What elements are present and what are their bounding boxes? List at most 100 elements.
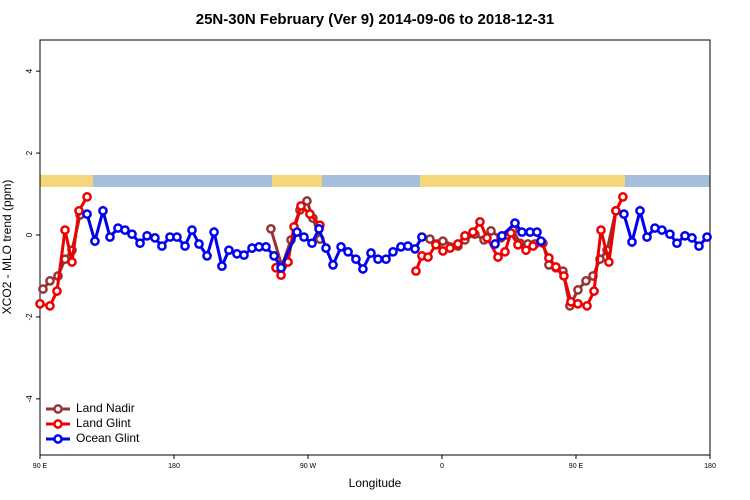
data-point — [486, 226, 496, 236]
x-axis-label: Longitude — [349, 476, 402, 490]
data-point — [589, 286, 599, 296]
data-point — [573, 285, 583, 295]
data-point — [672, 238, 682, 249]
data-point — [321, 243, 331, 253]
data-point — [544, 253, 554, 263]
data-point — [657, 225, 667, 235]
data-point — [388, 246, 398, 257]
x-tick-label: 90 W — [300, 463, 317, 470]
data-point — [445, 243, 455, 253]
legend-marker — [53, 434, 63, 444]
plot-frame — [39, 39, 711, 456]
data-point — [532, 227, 542, 237]
data-point — [292, 227, 302, 237]
data-point — [521, 245, 531, 256]
data-point — [105, 232, 115, 242]
data-point — [438, 236, 448, 247]
data-point — [513, 239, 523, 250]
x-tick-label: 0 — [440, 463, 444, 470]
data-point — [425, 234, 435, 244]
data-point — [410, 244, 420, 254]
data-point — [490, 239, 500, 249]
data-point — [269, 251, 279, 261]
data-point — [82, 192, 92, 202]
data-point — [366, 248, 376, 258]
data-point — [627, 237, 637, 247]
data-point — [302, 196, 312, 206]
series-line — [39, 196, 625, 308]
data-point — [172, 232, 182, 242]
data-point — [120, 225, 130, 235]
data-point — [343, 246, 353, 257]
data-point — [299, 232, 309, 242]
x-tick-label: 90 E — [33, 463, 48, 470]
data-point — [596, 225, 606, 235]
data-point — [276, 270, 286, 281]
data-point — [127, 229, 137, 240]
data-point — [694, 241, 704, 251]
data-point — [38, 284, 48, 294]
data-point — [224, 245, 234, 256]
data-point — [276, 262, 286, 273]
data-point — [157, 241, 167, 251]
data-point — [67, 257, 77, 267]
data-point — [82, 209, 92, 219]
data-point — [351, 254, 361, 265]
data-point — [381, 254, 391, 265]
data-point — [194, 239, 204, 249]
data-point — [45, 301, 55, 311]
data-point — [468, 227, 478, 237]
y-tick-label: -4 — [25, 395, 34, 403]
data-point — [619, 209, 629, 219]
data-point — [217, 261, 227, 271]
data-point — [90, 236, 100, 247]
data-point — [328, 260, 338, 270]
data-point — [209, 227, 219, 237]
data-point — [482, 233, 492, 243]
data-point — [475, 217, 485, 227]
data-point — [635, 205, 645, 216]
x-tick-label: 180 — [704, 463, 716, 470]
data-point — [702, 232, 712, 242]
data-point — [358, 264, 368, 274]
data-point — [98, 205, 108, 216]
data-point — [551, 262, 561, 272]
data-point — [150, 233, 160, 243]
data-point — [559, 271, 569, 281]
data-point — [135, 238, 145, 249]
y-tick-label: -2 — [25, 313, 34, 321]
data-point — [431, 239, 441, 250]
data-point — [52, 286, 62, 296]
data-point — [611, 205, 621, 216]
x-tick-label: 90 E — [569, 463, 584, 470]
data-point — [373, 254, 383, 265]
data-point — [423, 252, 433, 262]
data-point — [493, 252, 503, 262]
data-point — [35, 298, 45, 309]
data-point — [314, 224, 324, 234]
data-point — [665, 229, 675, 240]
data-point — [687, 233, 697, 243]
data-point — [411, 266, 421, 276]
legend-label: Land Glint — [76, 416, 131, 430]
y-tick-label: 0 — [25, 232, 34, 237]
data-point — [536, 236, 546, 247]
data-point — [187, 225, 197, 235]
y-axis-label: XCO2 - MLO trend (ppm) — [0, 180, 14, 315]
legend-label: Ocean Glint — [76, 431, 140, 445]
data-point — [45, 276, 55, 286]
data-point — [305, 209, 315, 219]
data-point — [497, 230, 507, 241]
data-point — [202, 251, 212, 261]
data-point — [453, 239, 463, 249]
data-point — [517, 227, 527, 237]
data-point — [336, 242, 346, 252]
data-point — [528, 241, 538, 251]
data-point — [460, 230, 470, 241]
data-point — [618, 192, 628, 202]
data-point — [510, 218, 520, 228]
data-point — [581, 276, 591, 286]
data-point — [261, 242, 271, 252]
y-tick-label: 4 — [25, 68, 34, 73]
